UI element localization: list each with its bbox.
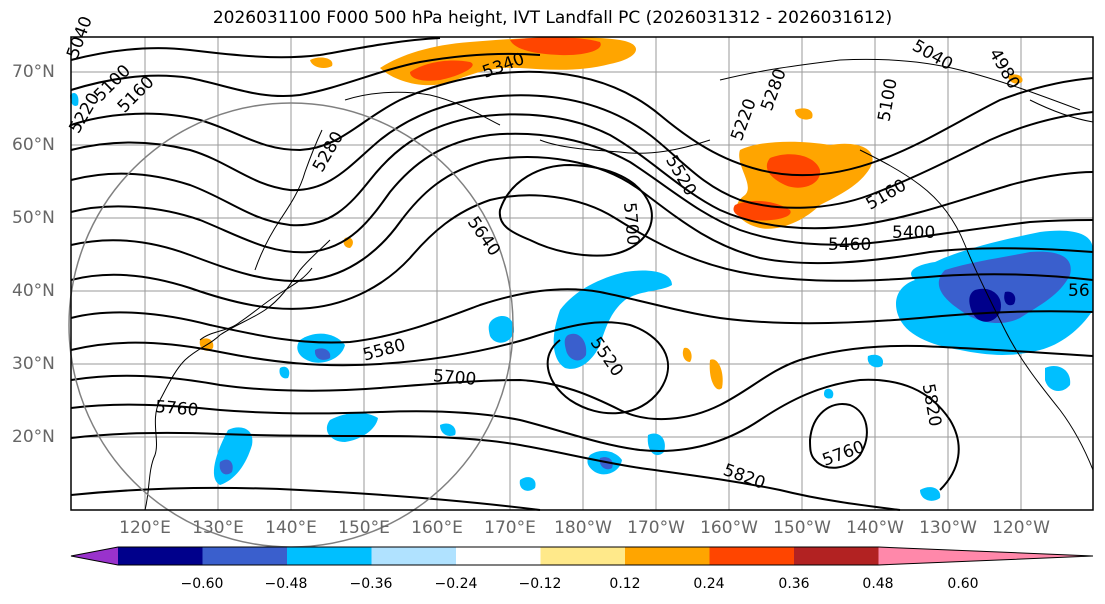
ivt-positive-shading — [199, 36, 1023, 390]
colorbar-segment — [118, 547, 203, 565]
lat-label: 30°N — [12, 354, 55, 374]
height-contours — [70, 37, 1094, 511]
contour-label: 5400 — [892, 223, 935, 243]
lat-label: 40°N — [12, 281, 55, 301]
lon-label: 120°E — [119, 518, 171, 538]
contour-label: 5460 — [828, 235, 871, 255]
colorbar-tick-label: 0.60 — [947, 576, 979, 592]
colorbar-tick-label: 0.48 — [862, 576, 894, 592]
contour-label: 5760 — [154, 397, 199, 421]
colorbar — [70, 546, 1094, 566]
lat-label: 60°N — [12, 135, 55, 155]
lon-label: 140°E — [265, 518, 317, 538]
lon-label: 160°W — [700, 518, 758, 538]
lon-label: 140°W — [846, 518, 904, 538]
colorbar-tick-label: −0.24 — [434, 576, 478, 592]
contour-label: 5700 — [432, 366, 477, 390]
colorbar-outline — [70, 546, 1094, 566]
map-title: 2026031100 F000 500 hPa height, IVT Land… — [212, 8, 893, 28]
colorbar-extend-high — [878, 547, 1093, 565]
lon-label: 150°W — [773, 518, 831, 538]
ivt-negative-shading — [70, 93, 1093, 501]
colorbar-tick-label: −0.12 — [518, 576, 562, 592]
lat-label: 70°N — [12, 62, 55, 82]
colorbar-tick-label: −0.48 — [264, 576, 308, 592]
lat-label: 20°N — [12, 427, 55, 447]
lon-label: 150°E — [338, 518, 390, 538]
colorbar-tick-label: 0.36 — [778, 576, 810, 592]
colorbar-tick-label: −0.36 — [349, 576, 393, 592]
lon-label: 160°E — [411, 518, 463, 538]
colorbar-segment — [625, 547, 710, 565]
colorbar-segment — [456, 547, 541, 565]
map-frame — [70, 36, 1094, 511]
lat-label: 50°N — [12, 208, 55, 228]
contour-label: 5700 — [619, 202, 643, 247]
colorbar-segment — [540, 547, 626, 565]
colorbar-segment — [202, 547, 288, 565]
colorbar-segment — [709, 547, 795, 565]
lon-label: 130°W — [919, 518, 977, 538]
colorbar-tick-label: 0.24 — [693, 576, 725, 592]
lon-label: 180°W — [554, 518, 612, 538]
lon-label: 170°W — [627, 518, 685, 538]
colorbar-segment — [794, 547, 879, 565]
colorbar-segment — [287, 547, 372, 565]
colorbar-tick-label: 0.12 — [609, 576, 641, 592]
colorbar-tick-label: −0.60 — [180, 576, 224, 592]
lon-label: 130°E — [192, 518, 244, 538]
colorbar-segment — [371, 547, 457, 565]
lon-label: 120°W — [992, 518, 1050, 538]
contour-label: 56 — [1068, 281, 1090, 301]
lon-label: 170°E — [484, 518, 536, 538]
colorbar-extend-low — [71, 547, 118, 565]
